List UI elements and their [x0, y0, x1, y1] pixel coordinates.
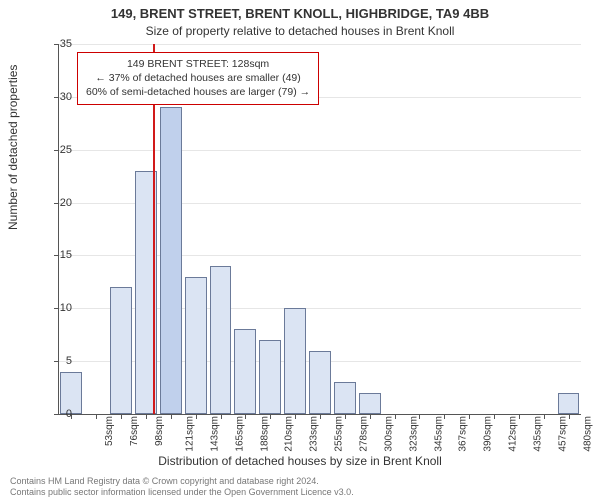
xtick-mark — [569, 414, 570, 419]
attribution-line-1: Contains HM Land Registry data © Crown c… — [10, 476, 354, 487]
chart-title-address: 149, BRENT STREET, BRENT KNOLL, HIGHBRID… — [0, 6, 600, 21]
histogram-bar — [210, 266, 232, 414]
xtick-mark — [345, 414, 346, 419]
histogram-bar — [234, 329, 256, 414]
attribution-line-2: Contains public sector information licen… — [10, 487, 354, 498]
chart-container: 149, BRENT STREET, BRENT KNOLL, HIGHBRID… — [0, 0, 600, 500]
xtick-mark — [121, 414, 122, 419]
histogram-bar — [259, 340, 281, 414]
histogram-bar — [284, 308, 306, 414]
xtick-label: 210sqm — [284, 416, 295, 452]
ytick-label: 10 — [48, 302, 72, 314]
histogram-bar — [359, 393, 381, 414]
ytick-label: 20 — [48, 197, 72, 209]
xtick-label: 98sqm — [154, 416, 165, 446]
histogram-bar — [558, 393, 580, 414]
plot-area: 149 BRENT STREET: 128sqm ← 37% of detach… — [58, 44, 581, 415]
xtick-label: 480sqm — [582, 416, 593, 452]
xtick-mark — [146, 414, 147, 419]
xtick-label: 143sqm — [209, 416, 220, 452]
ytick-label: 25 — [48, 144, 72, 156]
ytick-label: 35 — [48, 38, 72, 50]
histogram-bar — [110, 287, 132, 414]
annotation-line-3: 60% of semi-detached houses are larger (… — [86, 85, 310, 99]
ytick-label: 5 — [48, 355, 72, 367]
histogram-bar — [309, 351, 331, 414]
annotation-line-2: ← 37% of detached houses are smaller (49… — [86, 71, 310, 85]
attribution-text: Contains HM Land Registry data © Crown c… — [10, 476, 354, 499]
chart-subtitle: Size of property relative to detached ho… — [0, 24, 600, 38]
histogram-bar — [160, 107, 182, 414]
xtick-label: 165sqm — [234, 416, 245, 452]
xtick-label: 255sqm — [334, 416, 345, 452]
xtick-label: 76sqm — [129, 416, 140, 446]
xtick-mark — [196, 414, 197, 419]
gridline — [59, 44, 581, 45]
xtick-label: 278sqm — [359, 416, 370, 452]
xtick-label: 323sqm — [408, 416, 419, 452]
x-axis-label: Distribution of detached houses by size … — [0, 454, 600, 468]
gridline — [59, 150, 581, 151]
ytick-label: 30 — [48, 91, 72, 103]
histogram-bar — [185, 277, 207, 414]
xtick-label: 412sqm — [508, 416, 519, 452]
xtick-label: 53sqm — [104, 416, 115, 446]
y-axis-label: Number of detached properties — [6, 65, 20, 230]
xtick-mark — [519, 414, 520, 419]
xtick-label: 233sqm — [309, 416, 320, 452]
histogram-bar — [334, 382, 356, 414]
xtick-label: 188sqm — [259, 416, 270, 452]
xtick-label: 300sqm — [383, 416, 394, 452]
xtick-mark — [171, 414, 172, 419]
xtick-mark — [395, 414, 396, 419]
annotation-box: 149 BRENT STREET: 128sqm ← 37% of detach… — [77, 52, 319, 105]
xtick-label: 390sqm — [483, 416, 494, 452]
xtick-mark — [544, 414, 545, 419]
xtick-mark — [221, 414, 222, 419]
xtick-label: 121sqm — [185, 416, 196, 452]
xtick-mark — [370, 414, 371, 419]
annotation-line-1: 149 BRENT STREET: 128sqm — [86, 57, 310, 71]
xtick-mark — [494, 414, 495, 419]
xtick-label: 367sqm — [458, 416, 469, 452]
xtick-label: 435sqm — [533, 416, 544, 452]
xtick-mark — [469, 414, 470, 419]
xtick-mark — [295, 414, 296, 419]
xtick-label: 457sqm — [557, 416, 568, 452]
ytick-label: 15 — [48, 249, 72, 261]
xtick-label: 345sqm — [433, 416, 444, 452]
xtick-mark — [96, 414, 97, 419]
xtick-mark — [320, 414, 321, 419]
ytick-label: 0 — [48, 408, 72, 420]
